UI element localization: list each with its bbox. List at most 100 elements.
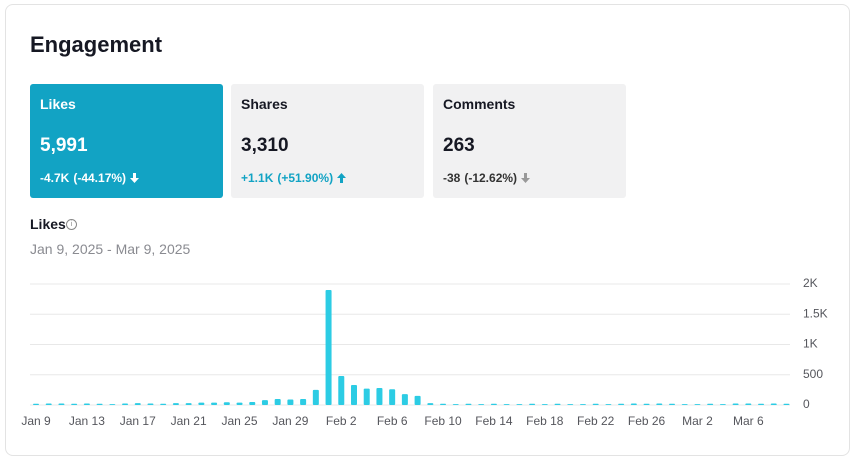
change: -38 <box>443 171 461 185</box>
card-value: 263 <box>443 135 475 156</box>
arrow-up <box>337 173 347 183</box>
bar <box>656 403 663 405</box>
panel <box>5 4 850 456</box>
x-tick-label: Feb 18 <box>526 414 564 428</box>
bar <box>83 403 90 405</box>
bar <box>236 402 243 405</box>
bar <box>249 401 256 405</box>
date-range: Jan 9, 2025 - Mar 9, 2025 <box>30 241 191 257</box>
bar <box>630 403 637 405</box>
bar <box>541 404 548 405</box>
x-tick-label: Jan 13 <box>69 414 105 428</box>
percent: (-12.62%) <box>464 171 518 185</box>
bar <box>503 404 510 405</box>
x-tick-label: Jan 25 <box>222 414 258 428</box>
bar <box>618 403 625 405</box>
x-tick-label: Feb 26 <box>628 414 666 428</box>
bar <box>274 398 281 405</box>
bar <box>465 403 472 405</box>
bar <box>643 403 650 405</box>
bar <box>592 403 599 405</box>
chart-title: Likes <box>30 216 66 232</box>
bar <box>351 385 357 405</box>
bar <box>185 403 192 405</box>
x-tick-label: Feb 2 <box>326 414 357 428</box>
x-tick-label: Jan 17 <box>120 414 156 428</box>
bar <box>45 403 52 405</box>
bar <box>300 398 307 405</box>
change: +1.1K <box>241 171 274 185</box>
info-icon[interactable]: i <box>66 219 77 230</box>
y-tick-label: 1K <box>803 337 818 351</box>
bar <box>694 404 701 405</box>
bar <box>669 403 675 405</box>
percent: (-44.17%) <box>73 171 127 185</box>
x-tick-label: Feb 10 <box>424 414 462 428</box>
bar <box>681 404 688 405</box>
x-tick-label: Feb 6 <box>377 414 408 428</box>
bar <box>529 403 536 405</box>
bar <box>478 404 485 405</box>
card-label: Comments <box>443 96 516 112</box>
bar <box>783 403 790 405</box>
bar <box>554 403 561 405</box>
bar <box>401 394 408 405</box>
bar <box>261 400 268 405</box>
bar <box>71 403 78 405</box>
comments-card[interactable]: Comments 263 -38 (-12.62%) <box>433 84 626 198</box>
bar <box>490 403 497 405</box>
bar <box>223 402 230 405</box>
bar <box>567 404 574 405</box>
y-tick-label: 2K <box>803 276 818 290</box>
bar <box>96 403 103 405</box>
bar <box>211 402 218 405</box>
bar <box>172 403 179 405</box>
card-value: 3,310 <box>241 135 289 156</box>
bar <box>160 403 167 405</box>
bar <box>758 403 765 405</box>
y-tick-label: 0 <box>803 397 810 411</box>
x-tick-label: Feb 22 <box>577 414 615 428</box>
percent: (+51.90%) <box>277 171 334 185</box>
bar <box>770 403 777 405</box>
card-label: Likes <box>40 96 76 112</box>
card-change: -38 (-12.62%) <box>443 171 531 185</box>
bar <box>745 403 752 405</box>
bar <box>440 403 447 405</box>
bar <box>605 404 612 405</box>
arrow-down <box>521 173 531 183</box>
bar <box>287 399 294 405</box>
bar <box>312 389 319 405</box>
x-tick-label: Jan 9 <box>21 414 51 428</box>
card-change: -4.7K (-44.17%) <box>40 171 140 185</box>
bar <box>325 290 332 405</box>
bar <box>452 404 459 405</box>
x-tick-label: Mar 2 <box>682 414 713 428</box>
bar <box>427 403 434 405</box>
bar <box>732 403 739 405</box>
x-tick-label: Jan 29 <box>272 414 308 428</box>
bar <box>33 403 39 405</box>
arrow-down <box>130 173 140 183</box>
shares-card[interactable]: Shares 3,310 +1.1K (+51.90%) <box>231 84 424 198</box>
bar <box>134 403 141 405</box>
bar <box>389 389 396 405</box>
x-tick-label: Jan 21 <box>171 414 207 428</box>
likes-card[interactable]: Likes 5,991 -4.7K (-44.17%) <box>30 84 223 198</box>
bar <box>516 404 523 405</box>
bar <box>414 395 421 405</box>
bar <box>122 403 129 405</box>
title: Engagement <box>30 32 163 57</box>
card-change: +1.1K (+51.90%) <box>241 171 347 185</box>
bar <box>376 388 383 405</box>
card-label: Shares <box>241 96 288 112</box>
x-tick-label: Mar 6 <box>733 414 764 428</box>
bar <box>579 404 586 405</box>
bar <box>707 403 714 405</box>
bar <box>109 404 116 405</box>
bar <box>147 403 154 405</box>
x-tick-label: Feb 14 <box>475 414 513 428</box>
bar <box>58 403 65 405</box>
